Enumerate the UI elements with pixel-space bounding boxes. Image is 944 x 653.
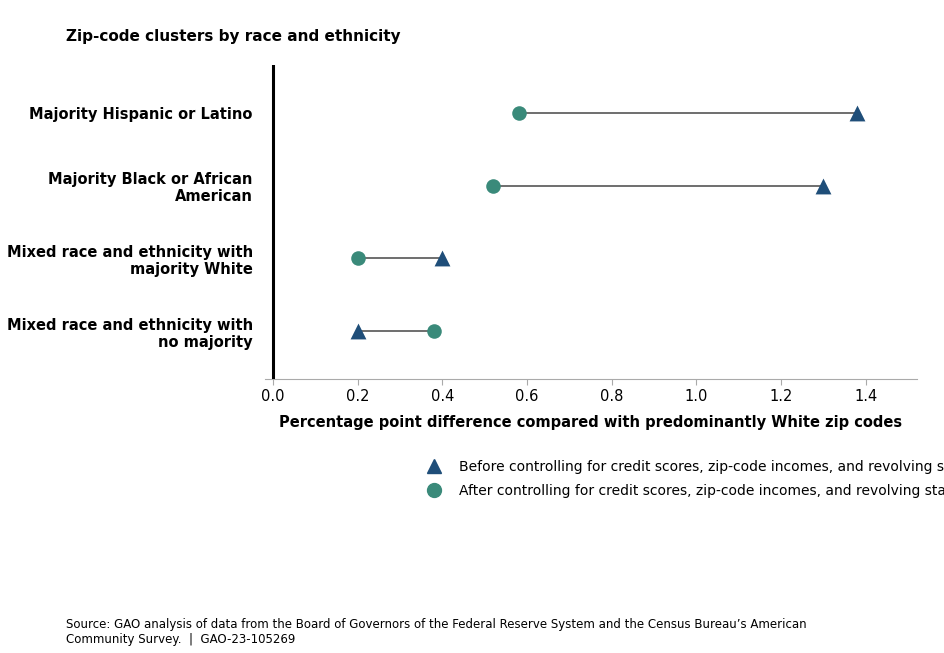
Point	[434, 253, 449, 264]
Point	[426, 326, 441, 336]
Point	[815, 180, 830, 191]
Point	[350, 253, 365, 264]
Point	[485, 180, 500, 191]
Point	[511, 108, 526, 118]
Text: Zip-code clusters by race and ethnicity: Zip-code clusters by race and ethnicity	[66, 29, 400, 44]
Point	[849, 108, 864, 118]
Point	[350, 326, 365, 336]
Text: Source: GAO analysis of data from the Board of Governors of the Federal Reserve : Source: GAO analysis of data from the Bo…	[66, 618, 806, 646]
X-axis label: Percentage point difference compared with predominantly White zip codes: Percentage point difference compared wit…	[278, 415, 902, 430]
Legend: Before controlling for credit scores, zip-code incomes, and revolving status, Af: Before controlling for credit scores, zi…	[414, 454, 944, 503]
